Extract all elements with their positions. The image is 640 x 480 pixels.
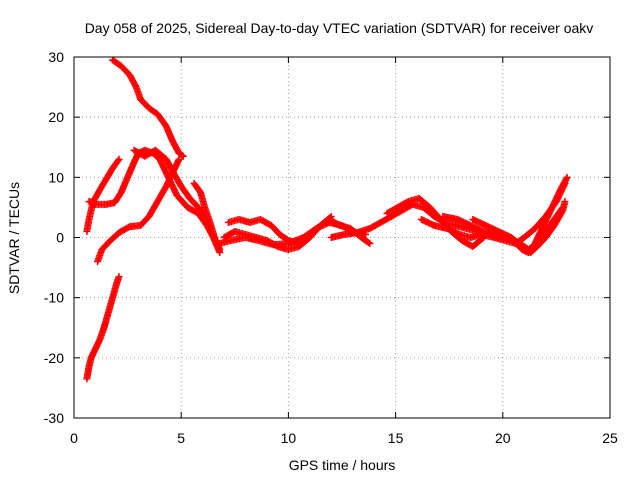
y-tick-label: -20 — [44, 350, 64, 366]
chart-title: Day 058 of 2025, Sidereal Day-to-day VTE… — [85, 20, 594, 36]
data-point — [175, 155, 183, 163]
grid-lines — [74, 57, 610, 418]
series-arc-2 — [109, 56, 187, 160]
x-tick-label: 5 — [177, 430, 185, 446]
series-arc-17 — [510, 173, 571, 257]
data-series — [83, 56, 571, 383]
series-arc-11 — [306, 215, 374, 248]
x-tick-label: 25 — [602, 430, 618, 446]
series-arc-7 — [190, 179, 224, 254]
data-point — [216, 246, 224, 254]
y-tick-label: 0 — [56, 230, 64, 246]
y-axis-label: SDTVAR / TECUs — [6, 182, 22, 294]
y-tick-label: -30 — [44, 410, 64, 426]
data-point — [561, 197, 569, 205]
y-tick-label: 20 — [48, 109, 64, 125]
x-tick-label: 20 — [495, 430, 511, 446]
series-arc-5 — [94, 155, 183, 266]
x-tick-label: 10 — [281, 430, 297, 446]
x-axis-label: GPS time / hours — [289, 457, 396, 473]
series-arc-6 — [130, 146, 217, 241]
y-tick-label: 30 — [48, 49, 64, 65]
x-tick-label: 0 — [70, 430, 78, 446]
data-point — [366, 240, 374, 248]
data-point — [179, 152, 187, 160]
series-arc-1 — [83, 273, 123, 383]
axis-ticks: 0 5 10 15 20 25 -30 -20 -10 0 10 20 30 — [44, 49, 618, 446]
data-point — [115, 155, 123, 163]
data-point — [178, 152, 186, 160]
y-tick-label: -10 — [44, 290, 64, 306]
data-point — [365, 239, 373, 247]
x-tick-label: 15 — [388, 430, 404, 446]
data-point — [562, 175, 570, 183]
data-point — [114, 157, 122, 165]
data-point — [115, 273, 123, 281]
data-point — [563, 173, 571, 181]
series-arc-8 — [224, 215, 303, 248]
y-tick-label: 10 — [48, 169, 64, 185]
